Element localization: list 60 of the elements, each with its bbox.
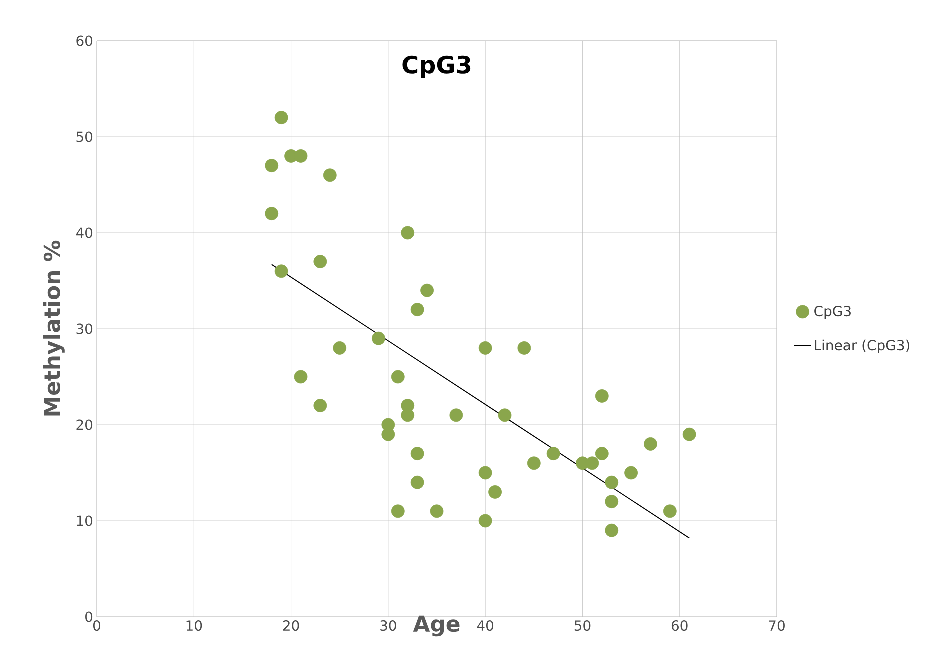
y-tick-label: 40 xyxy=(76,228,93,238)
y-tick-label: 60 xyxy=(76,36,93,46)
point xyxy=(420,284,434,298)
point xyxy=(527,456,541,470)
point xyxy=(430,504,444,518)
point xyxy=(644,438,658,451)
x-tick-label: 20 xyxy=(283,620,300,632)
y-tick-label: 10 xyxy=(77,516,93,526)
point xyxy=(401,226,415,240)
point xyxy=(498,408,512,422)
y-tick-label: 50 xyxy=(76,132,93,142)
point xyxy=(605,524,619,538)
point xyxy=(294,150,308,163)
legend-label: Linear (CpG3) xyxy=(815,340,910,354)
point xyxy=(624,466,638,480)
point xyxy=(314,255,328,268)
x-tick-label: 0 xyxy=(93,620,101,632)
x-tick-label: 60 xyxy=(672,620,688,632)
point xyxy=(605,495,619,508)
x-tick-label: 70 xyxy=(769,620,785,632)
point xyxy=(401,408,415,422)
point xyxy=(274,264,288,278)
y-tick-label: 0 xyxy=(86,612,93,622)
point xyxy=(372,332,386,346)
point xyxy=(478,466,492,480)
point xyxy=(478,514,492,528)
point xyxy=(595,447,609,460)
x-tick-label: 50 xyxy=(574,620,591,632)
y-tick-label: 20 xyxy=(76,420,93,430)
point xyxy=(333,342,347,355)
point xyxy=(488,486,502,499)
point xyxy=(410,476,424,490)
point xyxy=(294,370,308,384)
point xyxy=(518,342,532,355)
point xyxy=(663,504,677,518)
x-tick-label: 10 xyxy=(186,620,202,632)
point xyxy=(605,476,619,490)
point xyxy=(410,303,424,316)
point xyxy=(595,390,609,403)
x-tick-label: 30 xyxy=(380,620,396,632)
point xyxy=(410,447,424,460)
point xyxy=(682,428,696,442)
point xyxy=(546,447,560,460)
legend-label: CpG3 xyxy=(814,306,851,320)
point xyxy=(265,207,279,220)
y-axis-title: Methylation % xyxy=(44,240,65,416)
point xyxy=(391,370,405,384)
point xyxy=(586,456,600,470)
point xyxy=(478,342,492,355)
x-tick-label: 40 xyxy=(477,620,494,632)
point xyxy=(323,168,337,182)
point xyxy=(391,504,405,518)
text: CpG3 xyxy=(402,56,471,79)
point xyxy=(265,159,279,172)
point xyxy=(450,408,464,422)
point xyxy=(382,428,396,442)
point xyxy=(314,399,328,412)
y-tick-label: 30 xyxy=(76,324,93,334)
point xyxy=(274,111,288,124)
x-axis-title: Age xyxy=(413,616,460,637)
